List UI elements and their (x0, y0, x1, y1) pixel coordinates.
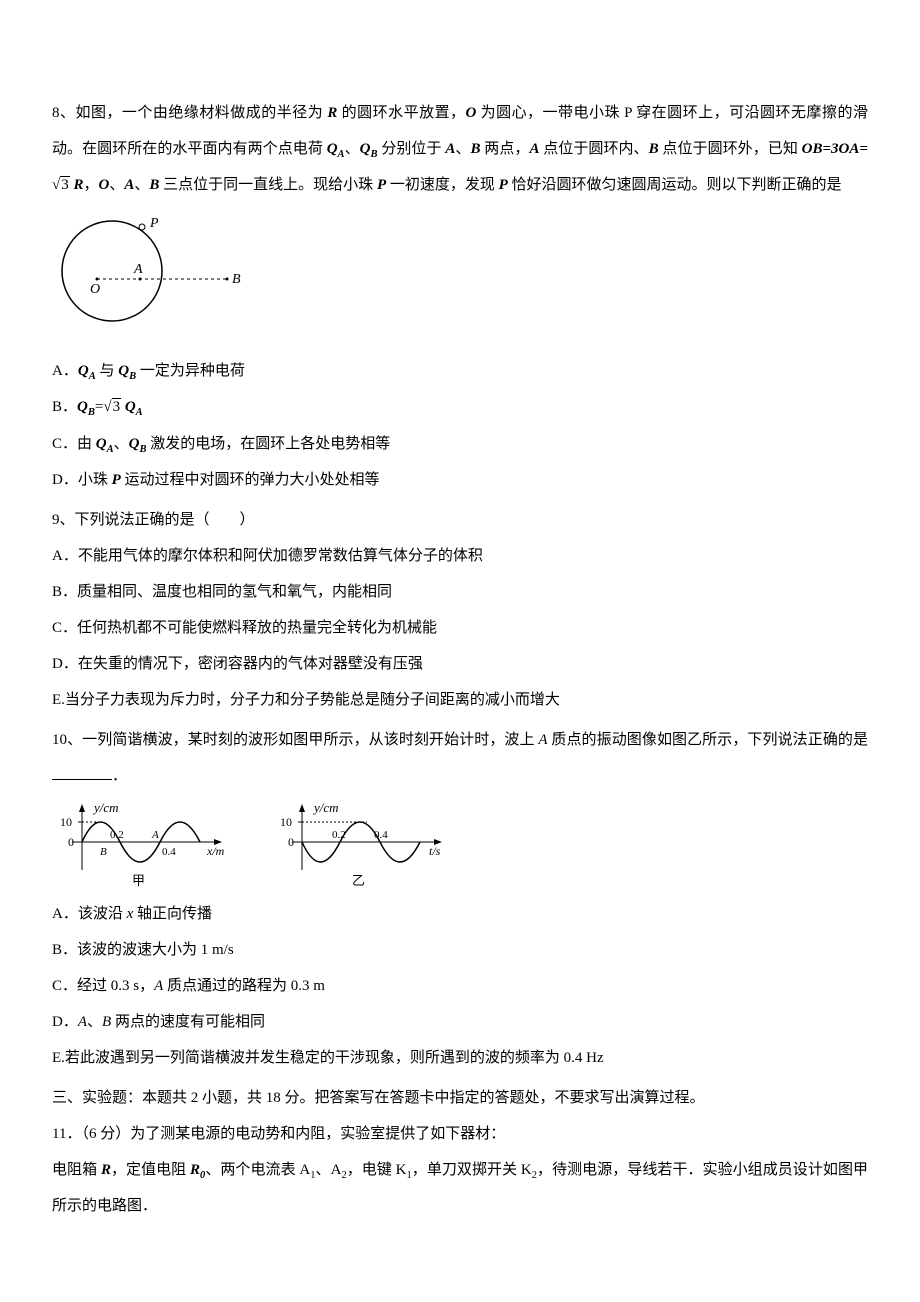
svg-text:0: 0 (68, 835, 74, 849)
svg-text:0.2: 0.2 (110, 829, 124, 841)
circle-diagram-icon: P O A B (52, 211, 272, 331)
q10-text: 10、一列简谐横波，某时刻的波形如图甲所示，从该时刻开始计时，波上 A 质点的振… (52, 722, 868, 794)
q9-option-e: E.当分子力表现为斥力时，分子力和分子势能总是随分子间距离的减小而增大 (52, 682, 868, 718)
blank-input[interactable] (52, 765, 112, 780)
q8-text: 8、如图，一个由绝缘材料做成的半径为 R 的圆环水平放置，O 为圆心，一带电小珠… (52, 95, 868, 203)
t: 两点， (480, 141, 529, 157)
O: O (99, 177, 110, 193)
wave-figure-1-icon: y/cm 10 0 0.2 A 0.4 B x/m 甲 (52, 800, 232, 890)
q9-option-b: B．质量相同、温度也相同的氢气和氧气，内能相同 (52, 574, 868, 610)
sqrt3: 3 (52, 167, 70, 203)
A: A (529, 141, 539, 157)
question-10: 10、一列简谐横波，某时刻的波形如图甲所示，从该时刻开始计时，波上 A 质点的振… (52, 722, 868, 1076)
A: A (124, 177, 134, 193)
q8-number: 8、 (52, 105, 75, 121)
svg-text:10: 10 (280, 815, 292, 829)
P: P (499, 177, 508, 193)
svg-text:y/cm: y/cm (92, 800, 119, 815)
B: B (470, 141, 480, 157)
A: A (538, 732, 547, 748)
wave-figure-2-icon: y/cm 10 0 0.2 0.4 t/s 乙 (272, 800, 452, 890)
svg-text:0: 0 (288, 835, 294, 849)
q10-figures: y/cm 10 0 0.2 A 0.4 B x/m 甲 y/cm 10 (52, 800, 868, 890)
q9-text: 9、下列说法正确的是（ ） (52, 502, 868, 538)
P-label: P (149, 216, 159, 231)
O: O (466, 105, 477, 121)
q11-body: 为了测某电源的电动势和内阻，实验室提供了如下器材： (130, 1126, 505, 1142)
q8-option-a: A．QA 与 QB 一定为异种电荷 (52, 353, 868, 389)
t: 点位于圆环外，已知 (659, 141, 802, 157)
q9-option-c: C．任何热机都不可能使燃料释放的热量完全转化为机械能 (52, 610, 868, 646)
svg-text:A: A (151, 829, 159, 841)
q8-option-b: B．QB=3 QA (52, 389, 868, 425)
svg-text:t/s: t/s (429, 844, 441, 858)
q11-text2: 电阻箱 R，定值电阻 R0、两个电流表 A1、A2，电键 K1，单刀双掷开关 K… (52, 1152, 868, 1224)
t: 三点位于同一直线上。现给小珠 (159, 177, 377, 193)
t: 的圆环水平放置， (337, 105, 465, 121)
svg-text:y/cm: y/cm (312, 800, 339, 815)
t: 如图，一个由绝缘材料做成的半径为 (75, 105, 327, 121)
t: 一初速度，发现 (386, 177, 499, 193)
svg-text:0.4: 0.4 (374, 829, 388, 841)
t: ， (84, 177, 99, 193)
R: R (70, 177, 84, 193)
q10-number: 10、 (52, 732, 82, 748)
q8-option-c: C．由 QA、QB 激发的电场，在圆环上各处电势相等 (52, 426, 868, 462)
section-3-header: 三、实验题：本题共 2 小题，共 18 分。把答案写在答题卡中指定的答题处，不要… (52, 1080, 868, 1116)
svg-text:0.2: 0.2 (332, 829, 346, 841)
A: A (445, 141, 455, 157)
question-9: 9、下列说法正确的是（ ） A．不能用气体的摩尔体积和阿伏加德罗常数估算气体分子… (52, 502, 868, 718)
P: P (377, 177, 386, 193)
t: 、 (455, 141, 470, 157)
svg-text:B: B (100, 846, 107, 858)
q11-text: 11．（6 分）为了测某电源的电动势和内阻，实验室提供了如下器材： (52, 1116, 868, 1152)
t: 分别位于 (378, 141, 446, 157)
t: 、 (109, 177, 124, 193)
q9-option-d: D．在失重的情况下，密闭容器内的气体对器壁没有压强 (52, 646, 868, 682)
QA: QA (327, 141, 345, 157)
t: 质点的振动图像如图乙所示，下列说法正确的是 (548, 732, 868, 748)
q8-option-d: D．小珠 P 运动过程中对圆环的弹力大小处处相等 (52, 462, 868, 498)
t: 一列简谐横波，某时刻的波形如图甲所示，从该时刻开始计时，波上 (82, 732, 538, 748)
q9-number: 9、 (52, 512, 75, 528)
svg-text:10: 10 (60, 815, 72, 829)
R: R (327, 105, 337, 121)
question-8: 8、如图，一个由绝缘材料做成的半径为 R 的圆环水平放置，O 为圆心，一带电小珠… (52, 95, 868, 498)
t: 、 (134, 177, 149, 193)
period: ． (112, 768, 127, 784)
svg-text:x/m: x/m (206, 844, 225, 858)
svg-text:乙: 乙 (352, 873, 365, 888)
svg-text:甲: 甲 (132, 873, 145, 888)
t: 点位于圆环内、 (539, 141, 648, 157)
q10-option-d: D．A、B 两点的速度有可能相同 (52, 1004, 868, 1040)
OB-eq: OB=3OA= (802, 141, 868, 157)
B: B (149, 177, 159, 193)
q9-body: 下列说法正确的是（ ） (75, 512, 255, 528)
q10-option-e: E.若此波遇到另一列简谐横波并发生稳定的干涉现象，则所遇到的波的频率为 0.4 … (52, 1040, 868, 1076)
t: 恰好沿圆环做匀速圆周运动。则以下判断正确的是 (508, 177, 842, 193)
QB: QB (360, 141, 378, 157)
question-11: 11．（6 分）为了测某电源的电动势和内阻，实验室提供了如下器材： 电阻箱 R，… (52, 1116, 868, 1224)
q8-diagram: P O A B (52, 211, 868, 345)
q10-option-a: A．该波沿 x 轴正向传播 (52, 896, 868, 932)
q11-number: 11．（6 分） (52, 1126, 130, 1142)
A-label: A (133, 262, 143, 277)
svg-text:0.4: 0.4 (162, 846, 176, 858)
t: 、 (345, 141, 360, 157)
q10-option-b: B．该波的波速大小为 1 m/s (52, 932, 868, 968)
q10-option-c: C．经过 0.3 s，A 质点通过的路程为 0.3 m (52, 968, 868, 1004)
q9-option-a: A．不能用气体的摩尔体积和阿伏加德罗常数估算气体分子的体积 (52, 538, 868, 574)
B: B (649, 141, 659, 157)
B-label: B (232, 272, 241, 287)
O-label: O (90, 282, 100, 297)
